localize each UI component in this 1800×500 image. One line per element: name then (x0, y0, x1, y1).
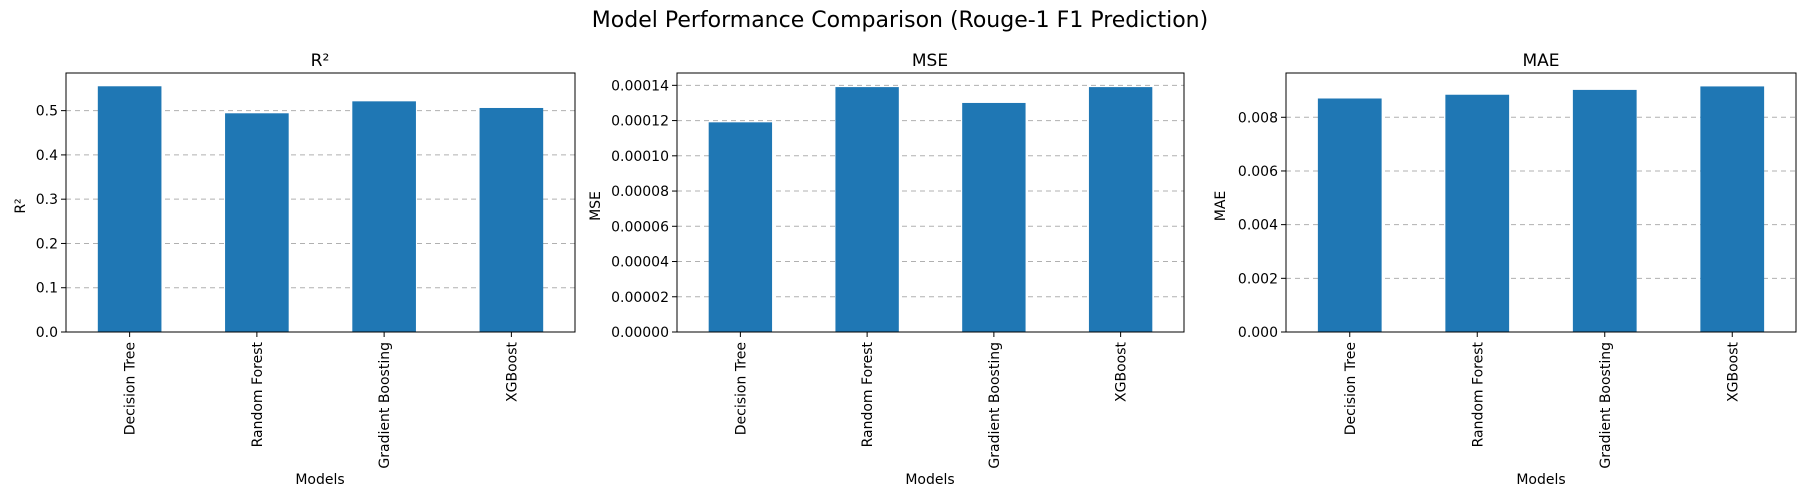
y-tick-label: 0.4 (36, 148, 58, 164)
axes-frame (65, 72, 576, 333)
bar (1088, 87, 1153, 332)
y-tick-label: 0.00012 (611, 114, 669, 130)
bar (352, 101, 416, 332)
y-tick-label: 0.00004 (611, 255, 669, 271)
x-axis-label: Models (905, 472, 954, 488)
x-tick-label: Random Forest (250, 342, 266, 448)
x-axis-label: Models (1516, 472, 1565, 488)
axes-frame (676, 72, 1185, 333)
y-tick-label: 0.5 (36, 104, 58, 120)
bar (835, 87, 899, 332)
chart-title: R² (311, 51, 330, 71)
bar (1445, 94, 1510, 332)
chart-title: MAE (1522, 51, 1559, 71)
x-tick-label: XGBoost (1725, 342, 1741, 402)
y-tick-label: 0.0 (36, 325, 58, 341)
x-tick-label: XGBoost (1114, 342, 1130, 402)
y-tick-label: 0.004 (1238, 218, 1278, 234)
r2-chart-panel: R² Models R² 0.0 0.1 0.2 0.3 0.4 0.5 Decision … (13, 51, 576, 488)
figure-title: Model Performance Comparison (Rouge-1 F1… (592, 8, 1208, 33)
y-tick-label: 0.00000 (611, 325, 669, 341)
y-tick-label: 0.00008 (611, 184, 669, 200)
y-tick-label: 0.008 (1238, 110, 1278, 126)
y-tick-label: 0.00006 (611, 219, 669, 235)
y-tick-label: 0.00014 (611, 78, 669, 94)
bar (479, 107, 544, 332)
y-tick-label: 0.000 (1238, 325, 1278, 341)
bar (225, 113, 289, 333)
bar (962, 102, 1026, 332)
y-axis-label: MSE (588, 191, 604, 221)
bar (97, 86, 162, 333)
x-tick-label: Decision Tree (1343, 342, 1359, 435)
bar (1317, 98, 1382, 332)
y-tick-label: 0.3 (36, 192, 58, 208)
x-tick-label: Gradient Boosting (1598, 342, 1614, 469)
y-tick-label: 0.006 (1238, 164, 1278, 180)
y-axis-label: MAE (1213, 191, 1229, 222)
bar (1700, 86, 1765, 333)
x-axis-label: Models (295, 472, 344, 488)
x-tick-label: Decision Tree (123, 342, 139, 435)
y-axis-label: R² (13, 198, 29, 213)
x-tick-label: Decision Tree (733, 342, 749, 435)
x-tick-label: Gradient Boosting (377, 342, 393, 469)
x-tick-label: XGBoost (504, 342, 520, 402)
mse-chart-panel: MSE Models MSE 0.00000 0.00002 0.00004 0.00… (588, 51, 1185, 488)
x-tick-label: Random Forest (860, 342, 876, 448)
bar (708, 122, 773, 332)
y-tick-label: 0.00010 (611, 149, 669, 165)
mae-chart-panel: MAE Models MAE 0.000 0.002 0.004 0.006 0.008… (1213, 51, 1797, 488)
x-tick-label: Random Forest (1470, 342, 1486, 448)
axes-frame (1285, 72, 1797, 333)
x-tick-label: Gradient Boosting (987, 342, 1003, 469)
chart-title: MSE (912, 51, 948, 71)
y-tick-label: 0.00002 (611, 290, 669, 306)
y-tick-label: 0.002 (1238, 271, 1278, 287)
y-tick-label: 0.1 (36, 281, 58, 297)
bar (1572, 89, 1637, 332)
y-tick-label: 0.2 (36, 236, 58, 252)
